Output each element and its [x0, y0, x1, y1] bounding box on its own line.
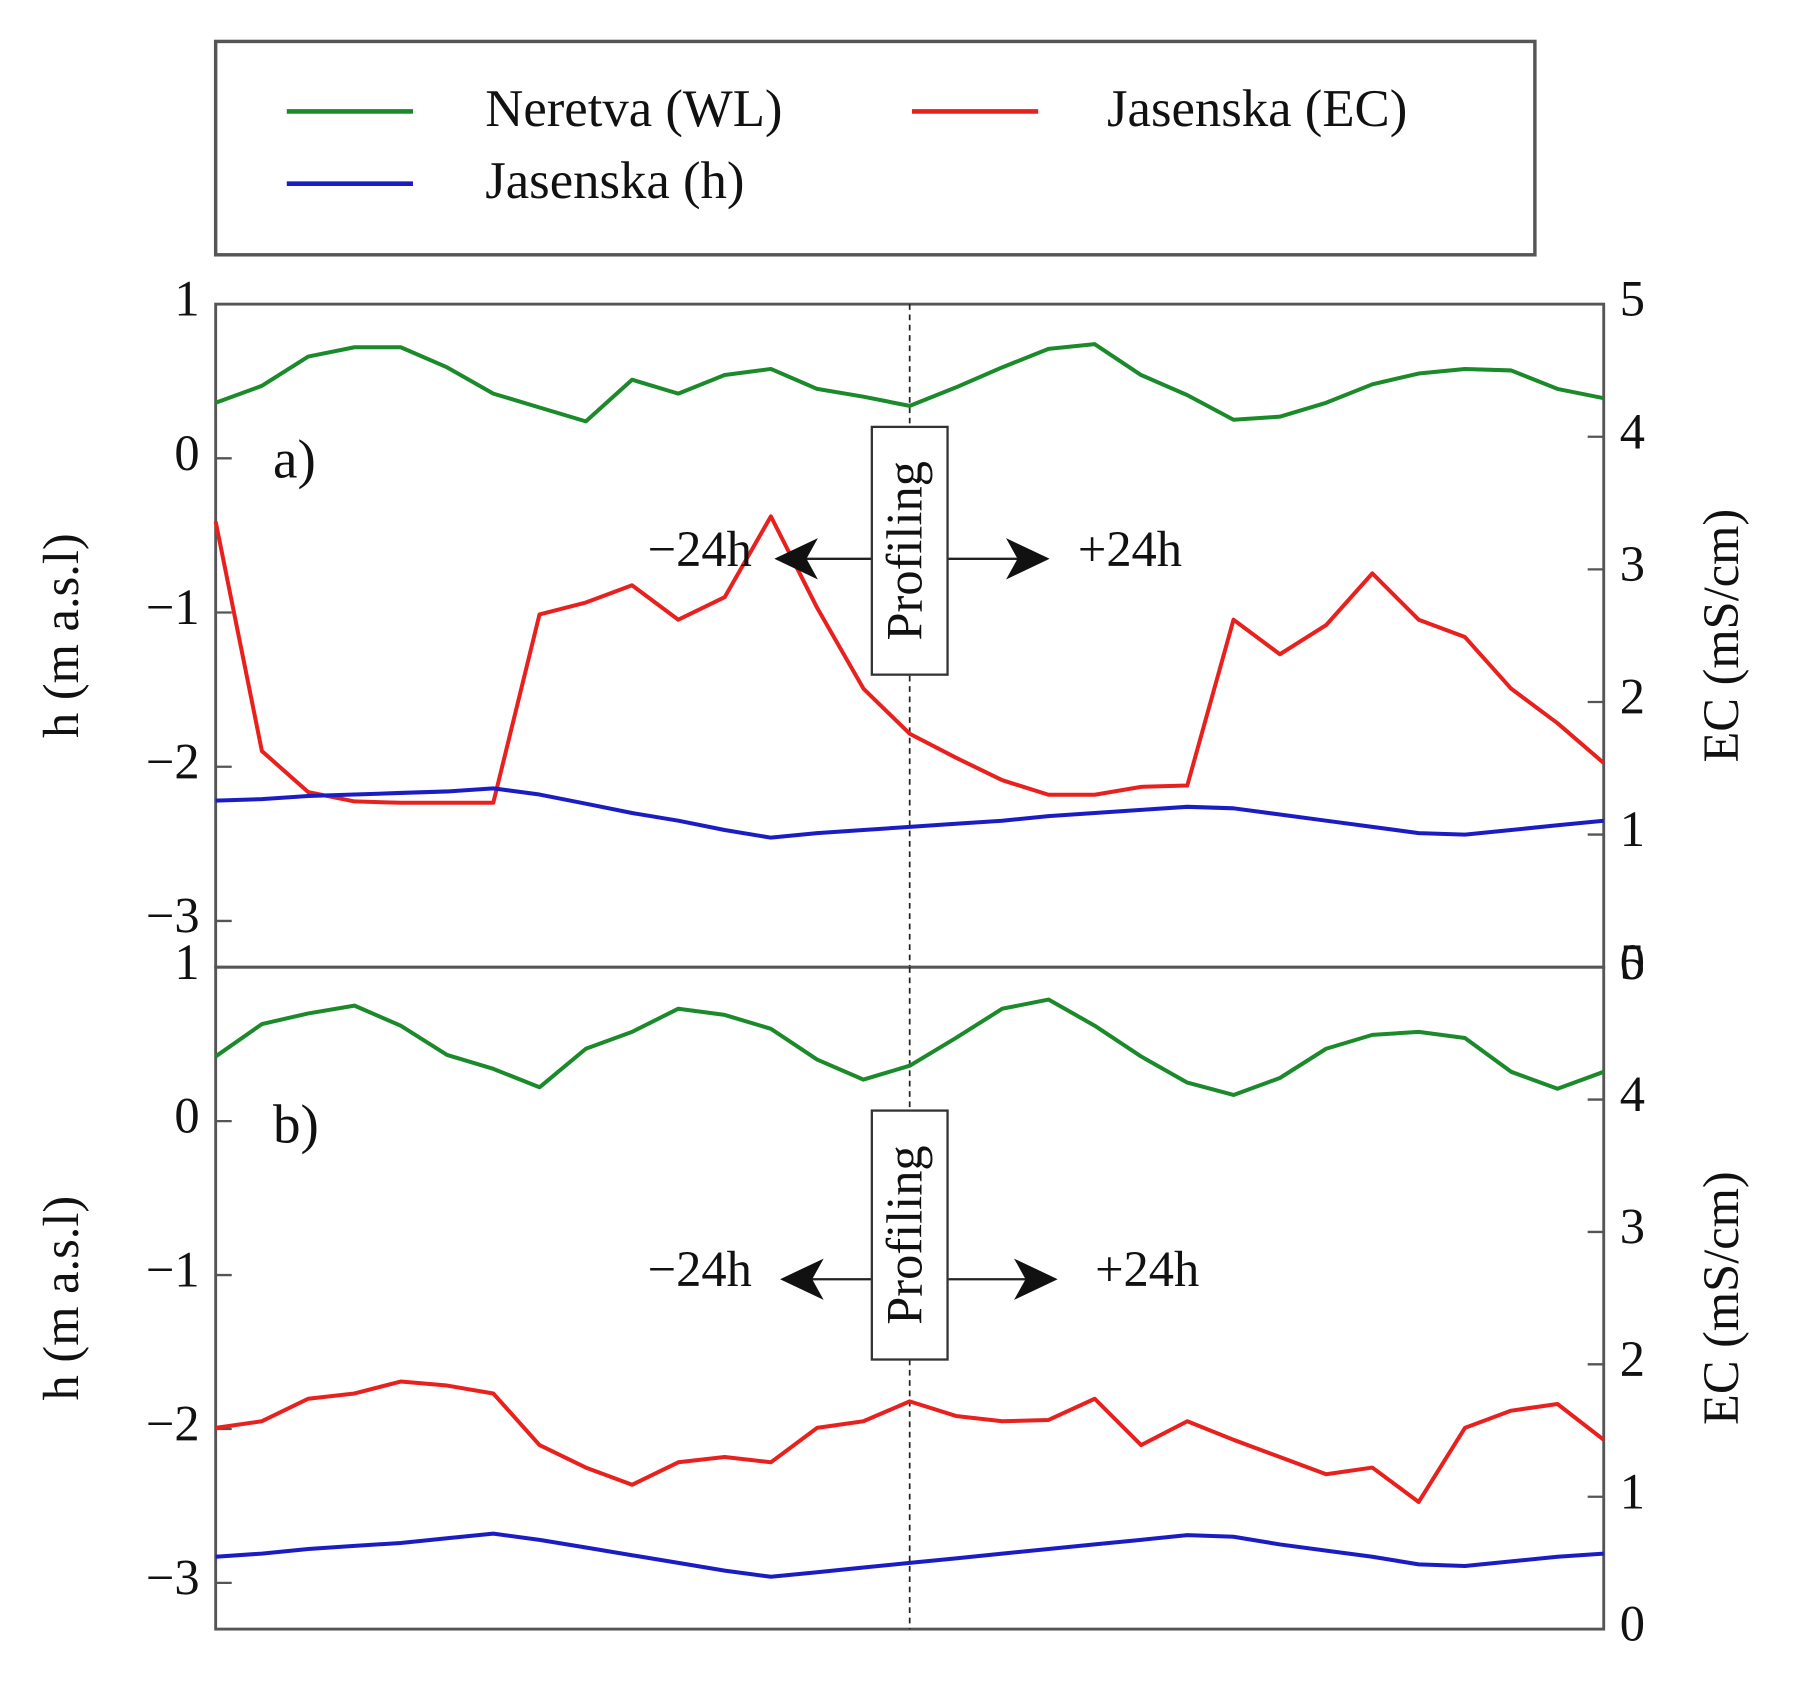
- legend-label: Neretva (WL): [485, 80, 782, 138]
- data-line: [215, 1531, 1604, 1579]
- y-axis-label: h (m a.s.l): [33, 533, 89, 738]
- y2-tick-label: 0: [1620, 934, 1645, 990]
- panel-label: b): [273, 1094, 319, 1155]
- y2-tick-label: 2: [1620, 669, 1645, 725]
- y-tick-label: 0: [174, 425, 199, 481]
- annotation-box: [870, 1109, 949, 1361]
- y2-tick-label: 4: [1620, 1066, 1645, 1122]
- legend-label: Jasenska (h): [485, 152, 744, 210]
- y2-tick-label: 2: [1620, 1331, 1645, 1387]
- y2-tick-label: 1: [1620, 801, 1645, 857]
- y-tick-label: −3: [146, 1549, 200, 1605]
- annotation-left: −24h: [648, 521, 752, 577]
- arrow-head: [1006, 538, 1050, 580]
- data-line: [215, 786, 1604, 840]
- annotation-center: Profiling: [876, 461, 932, 640]
- data-line: [213, 514, 1606, 805]
- y-tick-label: 1: [174, 934, 199, 990]
- y-tick-label: −2: [146, 733, 200, 789]
- y2-tick-label: 3: [1620, 536, 1645, 592]
- y2-axis-label: EC (mS/cm): [1693, 509, 1749, 763]
- data-line: [214, 997, 1605, 1097]
- data-line: [215, 1379, 1605, 1504]
- y2-tick-label: 3: [1620, 1199, 1645, 1255]
- annotation-left: −24h: [648, 1241, 752, 1297]
- y2-tick-label: 0: [1620, 1596, 1645, 1652]
- y-tick-label: −1: [146, 1242, 200, 1298]
- y-tick-label: −2: [146, 1396, 200, 1452]
- annotation-right: +24h: [1078, 521, 1182, 577]
- y2-tick-label: 4: [1620, 403, 1645, 459]
- panel-label: a): [273, 428, 316, 489]
- legend-box: [213, 39, 1537, 257]
- y-tick-label: 1: [174, 271, 199, 327]
- data-line: [214, 342, 1605, 424]
- y-tick-label: 0: [174, 1088, 199, 1144]
- legend-label: Jasenska (EC): [1107, 80, 1407, 138]
- annotation-box: [870, 425, 949, 676]
- y2-tick-label: 5: [1620, 271, 1645, 327]
- y2-tick-label: 5: [1620, 934, 1645, 990]
- y-tick-label: −3: [146, 888, 200, 944]
- annotation-center: Profiling: [876, 1145, 932, 1324]
- annotation-right: +24h: [1095, 1241, 1199, 1297]
- y-axis-label: h (m a.s.l): [33, 1196, 89, 1401]
- y2-tick-label: 1: [1620, 1463, 1645, 1519]
- arrow-head: [780, 1258, 824, 1300]
- arrow-head: [774, 538, 818, 580]
- y-tick-label: −1: [146, 579, 200, 635]
- y2-axis-label: EC (mS/cm): [1693, 1171, 1749, 1425]
- arrow-head: [1014, 1258, 1058, 1300]
